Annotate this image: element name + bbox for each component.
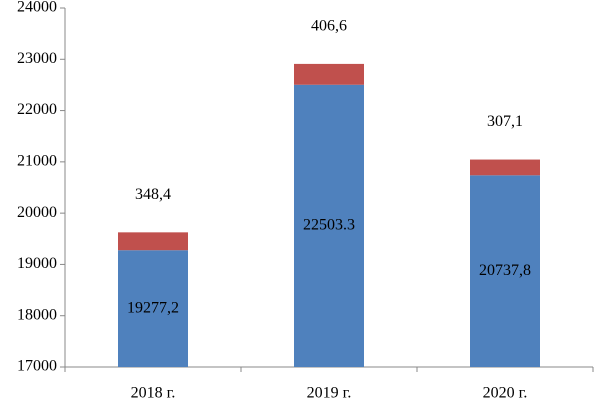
data-label: 20737,8: [479, 262, 531, 279]
y-tick-label: 22000: [17, 101, 57, 118]
y-tick-label: 20000: [17, 204, 57, 221]
x-tick-label: 2019 г.: [307, 385, 352, 402]
bar-segment: [470, 175, 540, 367]
data-label: 19277,2: [127, 299, 179, 316]
y-tick-label: 18000: [17, 306, 57, 323]
y-tick-label: 21000: [17, 153, 57, 170]
bar-segment: [470, 159, 540, 176]
data-label: 406,6: [311, 18, 347, 35]
data-label: 348,4: [135, 186, 171, 203]
bar-segment: [118, 250, 188, 367]
y-tick-label: 23000: [17, 50, 57, 67]
y-tick-label: 24000: [17, 0, 57, 16]
x-tick-label: 2018 г.: [131, 385, 176, 402]
y-tick-label: 17000: [17, 358, 57, 375]
bar-segment: [294, 84, 364, 367]
y-tick-label: 19000: [17, 255, 57, 272]
bar-segment: [294, 63, 364, 85]
data-label: 22503.3: [303, 217, 355, 234]
data-label: 307,1: [487, 113, 523, 130]
x-tick-label: 2020 г.: [483, 385, 528, 402]
bar-segment: [118, 232, 188, 251]
